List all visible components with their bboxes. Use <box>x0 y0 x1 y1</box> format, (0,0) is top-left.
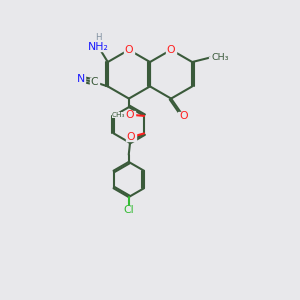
Text: O: O <box>126 132 135 142</box>
Text: CH₃: CH₃ <box>211 53 229 62</box>
FancyBboxPatch shape <box>209 57 210 58</box>
Text: H: H <box>95 34 102 43</box>
FancyBboxPatch shape <box>92 43 105 51</box>
FancyBboxPatch shape <box>178 112 188 120</box>
Text: O: O <box>124 45 133 55</box>
FancyBboxPatch shape <box>124 110 134 119</box>
FancyBboxPatch shape <box>126 133 136 141</box>
FancyBboxPatch shape <box>166 46 176 54</box>
Text: CH₃: CH₃ <box>112 112 125 118</box>
FancyBboxPatch shape <box>95 34 102 42</box>
Text: C: C <box>91 77 98 87</box>
Text: O: O <box>125 110 134 120</box>
FancyBboxPatch shape <box>90 78 98 86</box>
Text: O: O <box>179 111 188 121</box>
FancyBboxPatch shape <box>123 206 135 214</box>
Text: Cl: Cl <box>123 206 134 215</box>
FancyBboxPatch shape <box>77 75 85 83</box>
Text: O: O <box>167 45 176 55</box>
Text: NH₂: NH₂ <box>88 42 109 52</box>
FancyBboxPatch shape <box>124 46 134 54</box>
Text: N: N <box>77 74 85 84</box>
